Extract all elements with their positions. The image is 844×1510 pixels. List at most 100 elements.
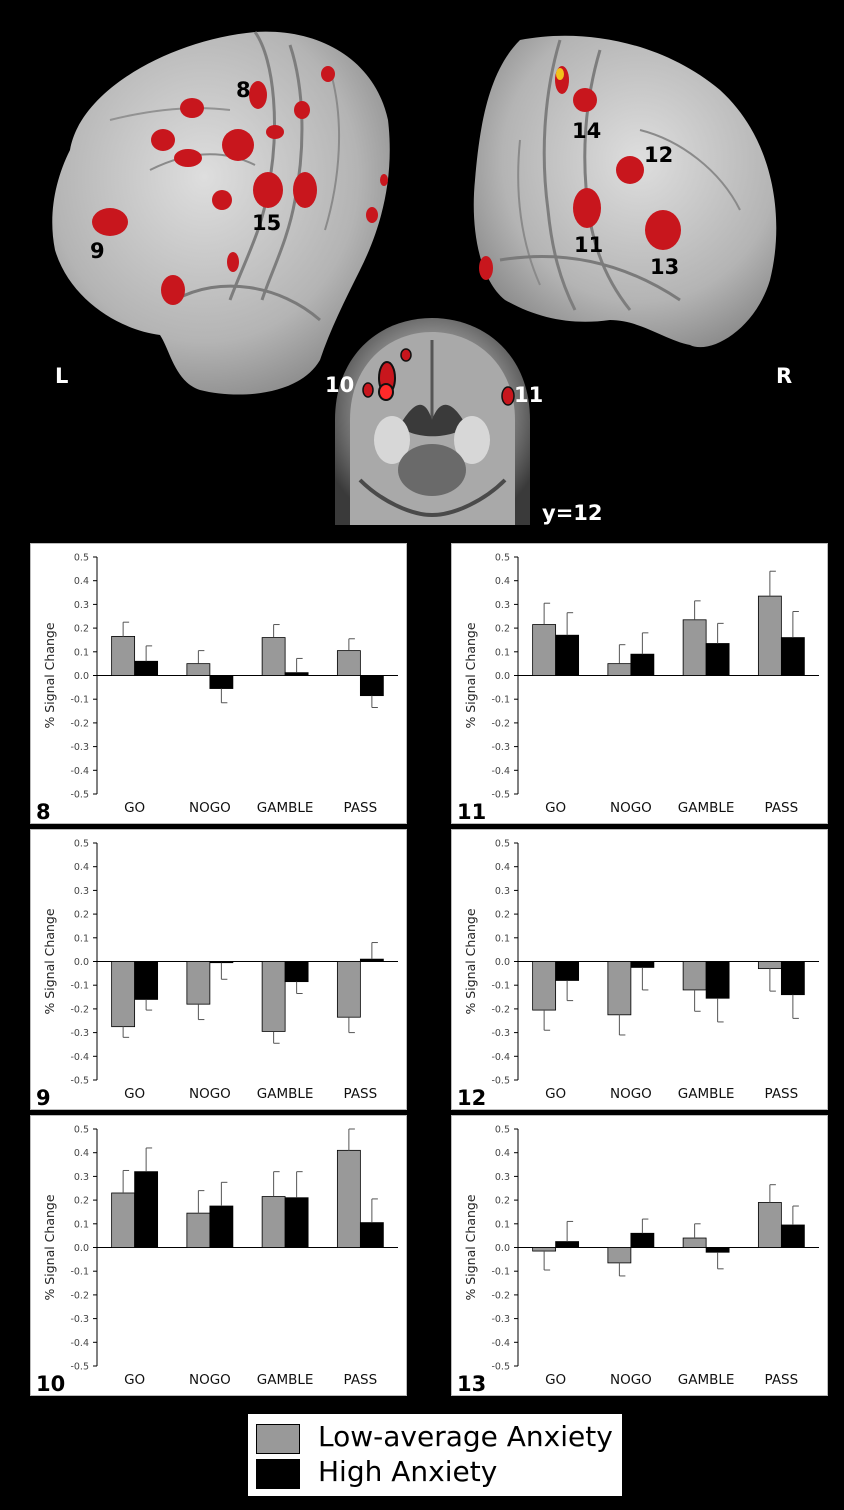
y-tick-label: 0.0 (495, 1243, 510, 1254)
y-tick-label: 0.2 (495, 910, 510, 921)
bar (555, 634, 580, 676)
bar (359, 958, 384, 962)
y-tick-label: 0.2 (495, 1196, 510, 1207)
y-tick-label: 0.0 (495, 671, 510, 682)
brain-label-left: L (55, 364, 68, 388)
y-axis-label: % Signal Change (463, 622, 478, 728)
y-tick-label: -0.5 (491, 1362, 510, 1373)
y-tick-label: -0.1 (491, 695, 510, 706)
bar (134, 660, 159, 676)
y-tick-label: -0.4 (491, 1338, 510, 1349)
bar (261, 1196, 286, 1248)
bar (336, 961, 361, 1018)
legend-swatch-high (256, 1459, 300, 1489)
legend: Low-average Anxiety High Anxiety (248, 1414, 622, 1496)
y-tick-label: -0.1 (491, 1267, 510, 1278)
activation-clusters (92, 66, 681, 305)
bar (111, 961, 136, 1028)
y-axis-label: % Signal Change (42, 908, 57, 1014)
bar (705, 1247, 730, 1253)
y-tick-label: 0.3 (74, 886, 89, 897)
slice-label: y=12 (542, 501, 603, 525)
bar (630, 961, 655, 968)
brain-figure: L R y=12 8 9 15 14 12 11 13 10 11 (52, 31, 792, 525)
bar (532, 961, 557, 1011)
y-tick-label: -0.5 (491, 1076, 510, 1087)
y-tick-label: 0.5 (74, 839, 89, 850)
y-tick-label: 0.4 (495, 862, 510, 873)
x-category-label: GAMBLE (257, 1086, 314, 1102)
bar (682, 1237, 707, 1248)
y-tick-label: -0.4 (70, 766, 89, 777)
bar (705, 961, 730, 999)
y-axis-label: % Signal Change (463, 1194, 478, 1300)
y-tick-label: 0.1 (74, 1219, 89, 1230)
y-axis-label: % Signal Change (42, 622, 57, 728)
y-tick-label: -0.4 (70, 1052, 89, 1063)
x-category-label: GO (545, 800, 566, 816)
bar (607, 1247, 632, 1264)
bar (555, 961, 580, 981)
bar (261, 961, 286, 1032)
panel-label: 10 (36, 1372, 65, 1396)
bar (757, 961, 782, 970)
y-tick-label: 0.2 (74, 624, 89, 635)
y-tick-label: -0.4 (491, 766, 510, 777)
y-tick-label: 0.3 (74, 600, 89, 611)
legend-label-low: Low-average Anxiety (318, 1420, 613, 1453)
bar (284, 672, 309, 676)
region-label-12: 12 (644, 143, 673, 167)
y-tick-label: 0.5 (74, 553, 89, 564)
bar (261, 637, 286, 676)
x-category-label: PASS (765, 1086, 799, 1102)
bar (780, 1224, 805, 1248)
y-tick-label: -0.1 (70, 695, 89, 706)
right-hemisphere (473, 35, 777, 348)
chart-panel-13: 0.5 0.4 0.3 0.2 0.1 0.0 -0.1 -0.2 -0.3 -0.4 -0.5 % … (451, 1115, 828, 1396)
bar (111, 635, 136, 676)
bar (186, 1212, 211, 1248)
bar (532, 1247, 557, 1252)
coronal-slice (335, 318, 530, 525)
y-tick-label: -0.5 (70, 790, 89, 801)
y-tick-label: 0.5 (495, 839, 510, 850)
bar (607, 663, 632, 676)
y-tick-label: 0.4 (74, 576, 89, 587)
bar (630, 1232, 655, 1248)
panel-label: 8 (36, 800, 51, 824)
y-tick-label: -0.2 (491, 1004, 510, 1015)
y-tick-label: 0.5 (495, 553, 510, 564)
bar (607, 961, 632, 1016)
x-category-label: PASS (765, 1372, 799, 1388)
bar (780, 637, 805, 676)
x-category-label: GAMBLE (257, 800, 314, 816)
bar (705, 643, 730, 676)
y-tick-label: 0.1 (495, 647, 510, 658)
y-tick-label: 0.0 (74, 1243, 89, 1254)
y-tick-label: -0.2 (491, 1290, 510, 1301)
bar (111, 1192, 136, 1248)
y-tick-label: 0.3 (495, 1172, 510, 1183)
y-tick-label: 0.5 (74, 1125, 89, 1136)
y-tick-label: -0.3 (70, 742, 89, 753)
bar (336, 1149, 361, 1248)
x-category-label: GAMBLE (257, 1372, 314, 1388)
chart-panel-10: 0.5 0.4 0.3 0.2 0.1 0.0 -0.1 -0.2 -0.3 -0.4 -0.5 % … (30, 1115, 407, 1396)
y-tick-label: 0.2 (74, 910, 89, 921)
y-tick-label: 0.3 (495, 886, 510, 897)
bar (630, 653, 655, 676)
bar (186, 961, 211, 1005)
x-category-label: PASS (765, 800, 799, 816)
y-tick-label: 0.0 (74, 671, 89, 682)
y-tick-label: 0.4 (74, 1148, 89, 1159)
x-category-label: GO (545, 1372, 566, 1388)
y-tick-label: -0.4 (491, 1052, 510, 1063)
bar (359, 675, 384, 697)
x-category-label: GO (545, 1086, 566, 1102)
bar (284, 961, 309, 983)
x-category-label: PASS (344, 800, 378, 816)
x-category-label: GAMBLE (678, 1086, 735, 1102)
y-tick-label: -0.4 (70, 1338, 89, 1349)
bar (532, 624, 557, 676)
x-category-label: PASS (344, 1086, 378, 1102)
